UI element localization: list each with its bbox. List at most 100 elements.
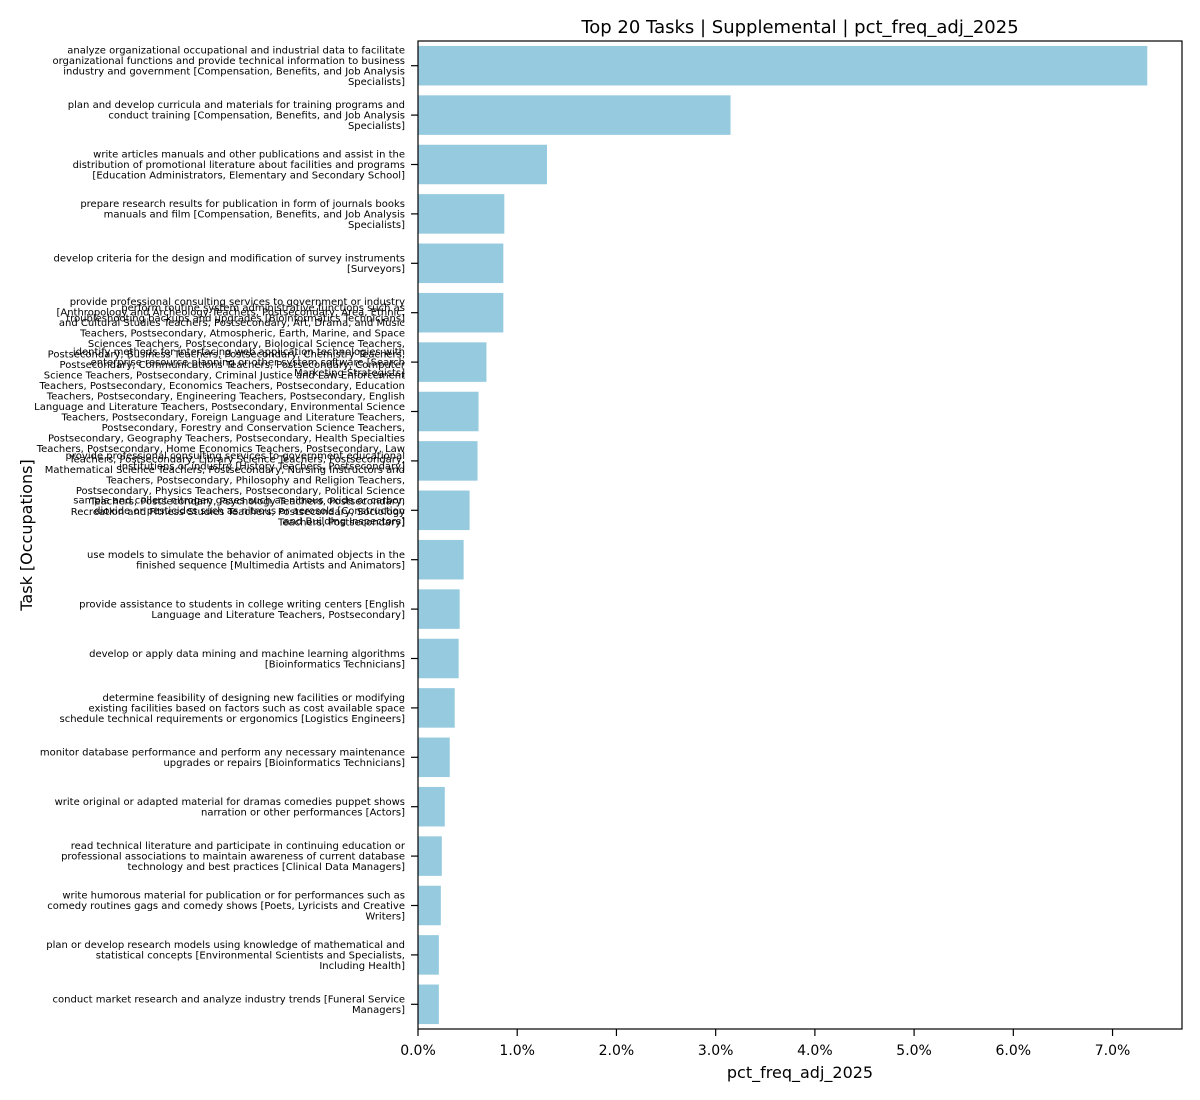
category-label-line: plan and develop curricula and materials… <box>68 100 405 111</box>
category-label-line: develop or apply data mining and machine… <box>89 649 405 660</box>
category-label-4: prepare research results for publication… <box>80 199 405 231</box>
bar-4 <box>418 194 505 234</box>
category-label-8: provide professional consulting services… <box>34 297 406 529</box>
category-label-12: provide assistance to students in colleg… <box>79 599 405 621</box>
category-label-line: sample and collect nitrogen gases such a… <box>73 495 405 506</box>
category-label-line: professional associations to maintain aw… <box>61 852 405 863</box>
category-label-14: determine feasibility of designing new f… <box>59 693 405 725</box>
category-label-line: [Education Administrators, Elementary an… <box>92 171 405 182</box>
category-label-line: Teachers, Postsecondary, Economics Teach… <box>39 381 406 392</box>
x-tick-label-1: 1.0% <box>499 1043 535 1059</box>
category-label-line: enterprise resource planning or other sy… <box>91 358 405 369</box>
category-label-line: Sciences Teachers, Postsecondary, Biolog… <box>88 339 405 350</box>
category-label-10: sample and collect nitrogen gases such a… <box>73 495 405 527</box>
x-tick-label-3: 3.0% <box>698 1043 734 1059</box>
category-label-line: Specialists] <box>348 121 405 132</box>
category-label-line: [Bioinformatics Technicians] <box>265 659 405 670</box>
bar-6 <box>418 292 504 333</box>
category-label-line: Marketing Strategists] <box>294 368 405 379</box>
category-label-line: Postsecondary, Geography Teachers, Posts… <box>48 433 405 444</box>
category-label-line: use models to simulate the behavior of a… <box>87 550 405 561</box>
category-label-line: Including Health] <box>319 961 405 972</box>
category-label-6: perform routine system administrative fu… <box>66 303 405 325</box>
bar-5 <box>418 243 504 284</box>
category-label-11: use models to simulate the behavior of a… <box>87 550 405 572</box>
category-label-line: distribution of promotional literature a… <box>73 160 405 171</box>
category-label-line: determine feasibility of designing new f… <box>102 693 405 704</box>
category-label-17: read technical literature and participat… <box>61 841 406 873</box>
bar-16 <box>418 786 445 827</box>
category-label-line: monitor database performance and perform… <box>40 748 405 759</box>
bar-17 <box>418 836 442 876</box>
category-label-2: plan and develop curricula and materials… <box>68 100 405 132</box>
category-label-line: comedy routines gags and comedy shows [P… <box>47 901 405 912</box>
category-label-3: write articles manuals and other publica… <box>73 150 406 182</box>
category-label-line: Postsecondary, Physics Teachers, Postsec… <box>76 486 405 497</box>
category-label-line: Teachers, Postsecondary, Library Science… <box>68 454 405 465</box>
category-label-line: Teachers, Postsecondary] <box>277 517 405 528</box>
x-tick-label-2: 2.0% <box>599 1043 635 1059</box>
category-label-line: identify methods for interfacing web app… <box>73 347 405 358</box>
category-label-line: provide professional consulting services… <box>70 297 405 308</box>
category-label-line: conduct training [Compensation, Benefits… <box>108 111 405 122</box>
category-label-line: plan or develop research models using kn… <box>46 940 405 951</box>
category-label-line: Teachers, Postsecondary, Philosophy and … <box>105 475 405 486</box>
bar-20 <box>418 984 439 1025</box>
category-label-line: provide professional consulting services… <box>66 451 405 462</box>
category-label-line: institutions or industry [History Teache… <box>119 462 405 473</box>
bar-13 <box>418 638 459 679</box>
x-tick-label-0: 0.0% <box>400 1043 436 1059</box>
category-label-line: Teachers, Postsecondary, Home Economics … <box>36 444 405 455</box>
category-label-line: write articles manuals and other publica… <box>93 150 405 161</box>
category-label-line: provide assistance to students in colleg… <box>79 599 405 610</box>
category-label-line: Teachers, Postsecondary, Foreign Languag… <box>60 412 405 423</box>
category-label-line: manuals and film [Compensation, Benefits… <box>104 209 405 220</box>
category-label-line: write original or adapted material for d… <box>55 797 405 808</box>
category-label-line: schedule technical requirements or ergon… <box>59 714 405 725</box>
category-label-line: write humorous material for publication … <box>62 891 405 902</box>
category-label-line: perform routine system administrative fu… <box>121 303 405 314</box>
category-label-line: Language and Literature Teachers, Postse… <box>34 402 405 413</box>
category-label-line: develop criteria for the design and modi… <box>54 254 405 265</box>
x-ticks-group: 0.0% 1.0% 2.0% 3.0% 4.0% 5.0% 6.0% 7.0% <box>400 1029 1130 1059</box>
x-axis-label: pct_freq_adj_2025 <box>727 1063 873 1083</box>
y-axis-label: Task [Occupations] <box>17 459 36 611</box>
category-label-line: statistical concepts [Environmental Scie… <box>96 950 405 961</box>
category-label-9: provide professional consulting services… <box>66 451 406 473</box>
bar-8 <box>418 391 479 432</box>
x-tick-label-5: 5.0% <box>896 1043 932 1059</box>
plot-frame <box>417 40 1183 1030</box>
category-label-line: Teachers, Postsecondary, Psychology Teac… <box>89 496 405 507</box>
category-label-line: and Building Inspectors] <box>284 516 406 527</box>
category-label-line: Teachers, Postsecondary, Engineering Tea… <box>46 391 405 402</box>
x-tick-label-7: 7.0% <box>1095 1043 1131 1059</box>
bar-18 <box>418 885 441 926</box>
bars-group <box>418 45 1148 1025</box>
category-label-line: [Surveyors] <box>347 264 405 275</box>
category-label-16: write original or adapted material for d… <box>55 797 405 819</box>
category-labels-group: analyze organizational occupational and … <box>34 45 418 1016</box>
category-label-line: and Cultural Studies Teachers, Postsecon… <box>59 318 405 329</box>
bar-3 <box>418 144 547 185</box>
category-label-1: analyze organizational occupational and … <box>52 45 405 87</box>
bar-19 <box>418 935 439 975</box>
category-label-line: upgrades or repairs [Bioinformatics Tech… <box>163 758 405 769</box>
category-label-line: troubleshooting backups and upgrades [Bi… <box>66 313 405 324</box>
category-label-line: narration or other performances [Actors] <box>201 807 405 818</box>
category-label-18: write humorous material for publication … <box>47 891 405 923</box>
category-label-line: Specialists] <box>348 220 405 231</box>
category-label-line: technology and best practices [Clinical … <box>128 862 406 873</box>
category-label-line: read technical literature and participat… <box>71 841 406 852</box>
category-label-line: dioxide or pesticides such as nitrous or… <box>94 506 405 517</box>
bar-2 <box>418 95 731 135</box>
x-tick-label-6: 6.0% <box>996 1043 1032 1059</box>
category-label-19: plan or develop research models using kn… <box>46 940 405 972</box>
bar-14 <box>418 688 455 728</box>
category-label-line: Recreation and Fitness Studies Teachers,… <box>71 507 405 518</box>
bar-11 <box>418 539 464 580</box>
chart-title: Top 20 Tasks | Supplemental | pct_freq_a… <box>580 17 1018 38</box>
category-label-13: develop or apply data mining and machine… <box>89 649 405 671</box>
category-label-line: Postsecondary, Business Teachers, Postse… <box>48 349 405 360</box>
